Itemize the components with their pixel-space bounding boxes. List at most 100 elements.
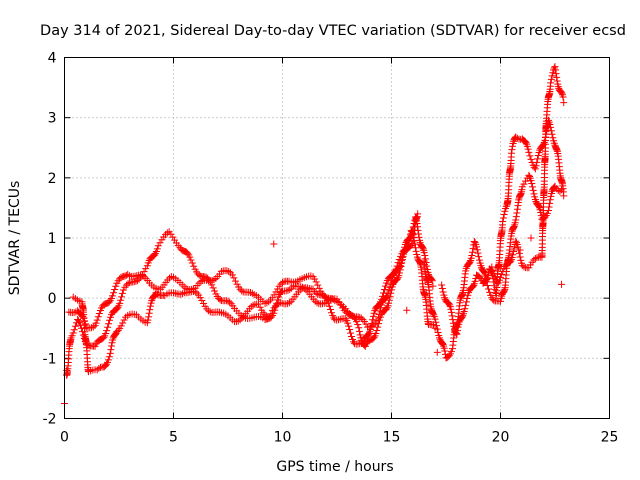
data-point — [394, 259, 402, 267]
data-point — [105, 320, 113, 328]
data-point — [434, 329, 442, 337]
data-point — [255, 300, 263, 308]
x-tick-label: 25 — [601, 430, 619, 446]
data-point — [559, 93, 567, 101]
data-point — [500, 287, 508, 295]
data-point — [510, 247, 518, 255]
data-point — [329, 295, 337, 303]
data-point — [114, 304, 122, 312]
data-point — [238, 287, 246, 295]
data-point — [468, 248, 476, 256]
data-point — [548, 130, 556, 138]
data-point — [103, 327, 111, 335]
data-point — [347, 311, 355, 319]
data-point — [466, 258, 474, 266]
data-point — [551, 63, 559, 71]
data-point — [381, 282, 389, 290]
data-point — [110, 289, 118, 297]
data-point — [146, 302, 154, 310]
data-point — [273, 300, 281, 308]
data-point — [225, 267, 233, 275]
data-point — [366, 326, 374, 334]
data-point — [517, 256, 525, 264]
data-point — [265, 298, 273, 306]
data-point — [284, 300, 292, 308]
data-point — [553, 185, 561, 193]
data-point — [279, 279, 286, 287]
data-point — [216, 296, 224, 304]
data-point — [499, 214, 507, 222]
data-point — [179, 290, 187, 298]
data-point — [510, 244, 518, 252]
data-point — [348, 332, 356, 340]
data-point — [497, 273, 504, 281]
data-point — [527, 234, 535, 242]
data-point — [445, 300, 453, 308]
data-point — [372, 329, 380, 337]
data-point — [356, 331, 364, 339]
data-point — [532, 162, 540, 170]
data-point — [527, 155, 535, 163]
data-point — [216, 308, 224, 316]
data-point — [490, 270, 498, 278]
data-point — [446, 301, 454, 309]
data-point — [447, 305, 455, 313]
data-point — [488, 263, 496, 271]
data-point — [95, 310, 103, 318]
data-point — [71, 322, 79, 330]
data-point — [198, 297, 206, 305]
data-point — [328, 309, 336, 317]
data-point — [475, 256, 483, 264]
data-point — [449, 319, 457, 327]
data-point — [470, 237, 478, 245]
data-point — [156, 239, 164, 247]
data-point — [482, 277, 490, 285]
data-point — [547, 127, 555, 135]
data-point — [453, 327, 461, 335]
data-point — [419, 245, 427, 253]
data-point — [512, 216, 520, 224]
data-point — [385, 299, 393, 307]
data-point — [489, 267, 497, 275]
data-point — [534, 201, 542, 209]
data-point — [145, 256, 153, 264]
data-point — [304, 284, 312, 292]
data-point — [116, 299, 124, 307]
data-point — [526, 172, 534, 180]
data-point — [547, 79, 555, 87]
data-point — [476, 273, 484, 281]
data-point — [534, 151, 542, 159]
data-point — [191, 288, 199, 296]
data-point — [285, 299, 293, 307]
data-point — [470, 281, 478, 289]
data-point — [510, 222, 518, 230]
data-point — [117, 296, 125, 304]
data-point — [357, 314, 365, 322]
data-point — [140, 273, 148, 281]
data-point — [154, 242, 162, 250]
data-point — [530, 190, 538, 198]
data-point — [507, 257, 515, 265]
data-point — [118, 293, 126, 301]
data-point — [374, 314, 382, 322]
data-point — [471, 277, 479, 285]
data-point — [374, 323, 382, 331]
data-point — [69, 329, 77, 337]
data-point — [118, 289, 126, 297]
data-point — [469, 245, 477, 253]
data-point — [298, 285, 306, 293]
data-point — [547, 192, 555, 200]
data-point — [347, 329, 355, 337]
data-point — [344, 319, 352, 327]
data-point — [385, 287, 393, 295]
data-point — [485, 285, 493, 293]
data-point — [497, 297, 504, 305]
data-point — [531, 255, 539, 263]
data-point — [549, 134, 557, 142]
data-point — [199, 300, 207, 308]
x-axis-label: GPS time / hours — [276, 459, 393, 475]
data-point — [169, 233, 177, 241]
data-point — [525, 264, 533, 272]
data-point — [459, 312, 467, 320]
